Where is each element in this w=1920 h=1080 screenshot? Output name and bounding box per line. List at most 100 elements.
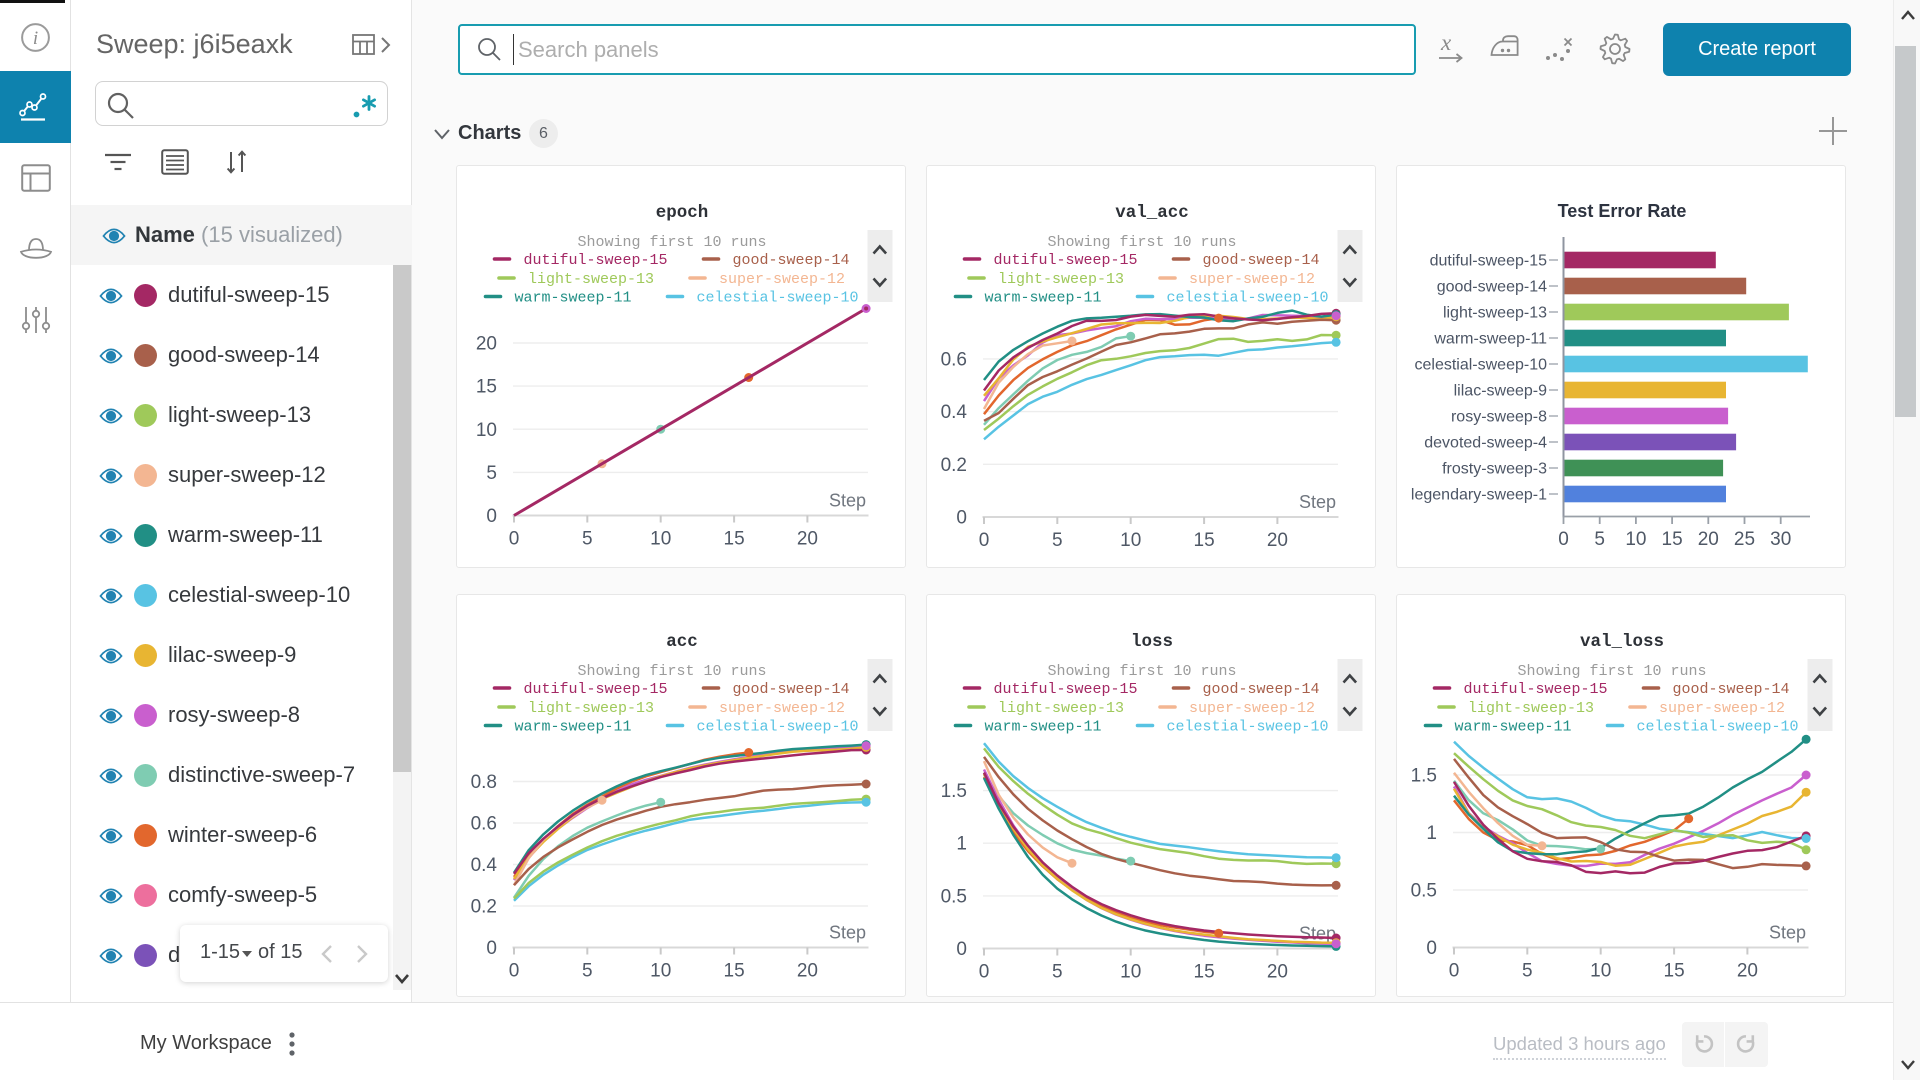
svg-text:celestial-sweep-10: celestial-sweep-10: [697, 719, 859, 736]
svg-text:celestial-sweep-10: celestial-sweep-10: [1637, 719, 1799, 736]
svg-text:0.4: 0.4: [941, 402, 968, 423]
svg-text:5: 5: [1052, 530, 1063, 551]
svg-text:celestial-sweep-10: celestial-sweep-10: [1167, 719, 1329, 736]
svg-text:0: 0: [509, 961, 520, 982]
svg-text:30: 30: [1770, 529, 1791, 550]
svg-text:20: 20: [1737, 961, 1758, 982]
svg-text:warm-sweep-11: warm-sweep-11: [1455, 719, 1572, 736]
svg-text:celestial-sweep-10: celestial-sweep-10: [1414, 357, 1547, 374]
svg-text:20: 20: [797, 961, 818, 982]
svg-text:rosy-sweep-8: rosy-sweep-8: [1451, 409, 1547, 426]
svg-text:x: x: [1440, 33, 1452, 55]
svg-text:dutiful-sweep-15: dutiful-sweep-15: [1430, 253, 1548, 270]
svg-text:good-sweep-14: good-sweep-14: [1673, 681, 1790, 698]
svg-text:0.4: 0.4: [471, 855, 498, 876]
svg-text:0: 0: [956, 508, 967, 529]
svg-text:i: i: [33, 28, 38, 49]
svg-text:good-sweep-14: good-sweep-14: [1437, 279, 1547, 296]
svg-text:25: 25: [1734, 529, 1755, 550]
svg-text:20: 20: [797, 529, 818, 550]
svg-text:Showing first 10 runs: Showing first 10 runs: [577, 663, 766, 680]
svg-text:10: 10: [1590, 961, 1611, 982]
svg-text:0: 0: [1558, 529, 1569, 550]
svg-text:super-sweep-12: super-sweep-12: [1659, 700, 1785, 717]
svg-text:0: 0: [509, 529, 520, 550]
svg-text:20: 20: [1698, 529, 1719, 550]
svg-text:0: 0: [486, 938, 497, 959]
svg-text:0.8: 0.8: [471, 772, 497, 793]
svg-text:warm-sweep-11: warm-sweep-11: [1433, 331, 1547, 348]
svg-text:10: 10: [1120, 962, 1141, 983]
svg-text:0: 0: [1426, 938, 1437, 959]
svg-text:15: 15: [476, 377, 497, 398]
svg-text:warm-sweep-11: warm-sweep-11: [985, 290, 1102, 307]
svg-text:10: 10: [476, 420, 497, 441]
svg-text:good-sweep-14: good-sweep-14: [1203, 681, 1320, 698]
svg-text:loss: loss: [1131, 632, 1173, 652]
svg-text:0.6: 0.6: [471, 814, 497, 835]
svg-text:5: 5: [582, 961, 593, 982]
svg-text:5: 5: [1594, 529, 1605, 550]
svg-text:lilac-sweep-9: lilac-sweep-9: [1454, 383, 1547, 400]
svg-text:warm-sweep-11: warm-sweep-11: [515, 719, 632, 736]
svg-text:super-sweep-12: super-sweep-12: [1189, 700, 1315, 717]
svg-text:5: 5: [1522, 961, 1533, 982]
svg-text:dutiful-sweep-15: dutiful-sweep-15: [524, 252, 668, 269]
svg-text:5: 5: [1052, 962, 1063, 983]
svg-text:Showing first 10 runs: Showing first 10 runs: [1517, 663, 1706, 680]
svg-text:warm-sweep-11: warm-sweep-11: [985, 719, 1102, 736]
svg-text:1: 1: [956, 834, 967, 855]
svg-text:epoch: epoch: [656, 203, 709, 223]
svg-text:10: 10: [1625, 529, 1646, 550]
svg-text:0: 0: [979, 530, 990, 551]
svg-text:10: 10: [650, 961, 671, 982]
svg-text:0.2: 0.2: [941, 455, 967, 476]
svg-text:0: 0: [956, 939, 967, 960]
svg-text:1.5: 1.5: [941, 781, 967, 802]
svg-text:val_acc: val_acc: [1115, 203, 1189, 223]
svg-text:15: 15: [724, 961, 745, 982]
svg-text:good-sweep-14: good-sweep-14: [733, 681, 850, 698]
svg-text:10: 10: [650, 529, 671, 550]
svg-text:super-sweep-12: super-sweep-12: [719, 700, 845, 717]
svg-text:0.2: 0.2: [471, 897, 497, 918]
svg-text:acc: acc: [666, 632, 698, 652]
svg-text:celestial-sweep-10: celestial-sweep-10: [697, 290, 859, 307]
svg-text:15: 15: [1662, 529, 1683, 550]
svg-text:15: 15: [1664, 961, 1685, 982]
svg-text:0.5: 0.5: [941, 886, 967, 907]
svg-text:devoted-sweep-4: devoted-sweep-4: [1424, 435, 1547, 452]
svg-text:0.6: 0.6: [941, 349, 967, 370]
svg-text:20: 20: [1267, 962, 1288, 983]
svg-text:1.5: 1.5: [1411, 766, 1437, 787]
svg-text:Step: Step: [829, 491, 866, 511]
svg-text:20: 20: [1267, 530, 1288, 551]
svg-text:Step: Step: [1769, 923, 1806, 943]
svg-text:0: 0: [1449, 961, 1460, 982]
svg-text:0: 0: [486, 506, 497, 527]
svg-text:0: 0: [979, 962, 990, 983]
svg-text:Test Error Rate: Test Error Rate: [1558, 201, 1687, 221]
svg-text:warm-sweep-11: warm-sweep-11: [515, 290, 632, 307]
svg-text:light-sweep-13: light-sweep-13: [998, 700, 1124, 717]
svg-text:dutiful-sweep-15: dutiful-sweep-15: [1464, 681, 1608, 698]
svg-text:light-sweep-13: light-sweep-13: [528, 700, 654, 717]
svg-text:legendary-sweep-1: legendary-sweep-1: [1411, 487, 1547, 504]
svg-text:good-sweep-14: good-sweep-14: [1203, 252, 1320, 269]
svg-text:Showing first 10 runs: Showing first 10 runs: [1047, 663, 1236, 680]
svg-text:20: 20: [476, 334, 497, 355]
svg-text:Showing first 10 runs: Showing first 10 runs: [577, 234, 766, 251]
svg-text:1: 1: [1426, 823, 1437, 844]
svg-text:val_loss: val_loss: [1580, 632, 1664, 652]
svg-text:5: 5: [486, 463, 497, 484]
svg-text:light-sweep-13: light-sweep-13: [1443, 305, 1547, 322]
svg-text:dutiful-sweep-15: dutiful-sweep-15: [994, 252, 1138, 269]
svg-text:0.5: 0.5: [1411, 881, 1437, 902]
svg-text:super-sweep-12: super-sweep-12: [719, 271, 845, 288]
svg-text:good-sweep-14: good-sweep-14: [733, 252, 850, 269]
svg-text:Step: Step: [1299, 924, 1336, 944]
svg-text:Step: Step: [829, 923, 866, 943]
svg-text:frosty-sweep-3: frosty-sweep-3: [1442, 461, 1547, 478]
svg-text:15: 15: [1194, 530, 1215, 551]
svg-text:10: 10: [1120, 530, 1141, 551]
